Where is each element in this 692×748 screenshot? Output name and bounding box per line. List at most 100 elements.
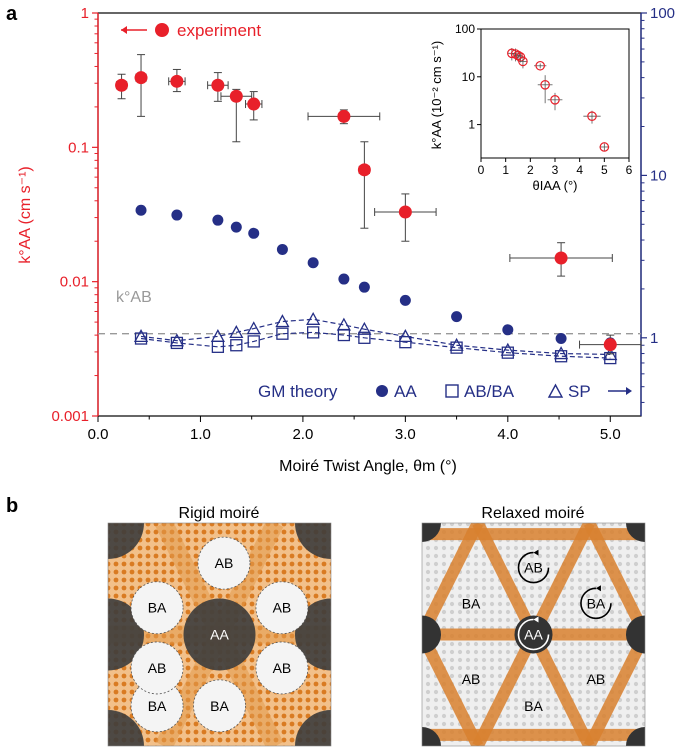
rigid-stacking-region <box>255 581 309 635</box>
rigid-label: AB <box>215 555 234 571</box>
abba-point <box>230 339 243 352</box>
y-right-tick-label: 1 <box>650 330 658 347</box>
relaxed-label: BA <box>524 698 543 714</box>
panel-b-label: b <box>6 495 18 517</box>
y-left-tick-label: 0.01 <box>60 274 89 291</box>
rigid-moire-image: AB BA AB BA AA AB AB BA <box>108 523 331 746</box>
inset-background <box>421 23 632 194</box>
inset-x-tick-label: 2 <box>527 163 534 177</box>
inset-point <box>513 50 523 61</box>
x-axis-label: Moiré Twist Angle, θm (°) <box>279 458 457 475</box>
sp-point <box>169 333 184 347</box>
aa-point <box>555 333 567 345</box>
inset-point <box>599 142 610 152</box>
relaxed-label: BA <box>462 595 481 611</box>
experiment-point <box>398 205 412 219</box>
y-axis-left-label: k°AA (cm s⁻¹) <box>17 166 34 264</box>
relaxed-label: BA <box>587 595 606 611</box>
rotation-arrowhead-icon <box>595 585 601 592</box>
aa-point <box>358 281 370 293</box>
experiment-point <box>211 78 225 92</box>
abba-point <box>247 335 260 348</box>
y-left-tick-label: 0.1 <box>68 139 89 156</box>
inset-x-tick-label: 4 <box>576 163 583 177</box>
abba-point <box>450 341 463 354</box>
inset-point <box>550 95 560 105</box>
x-tick-label: 2.0 <box>292 426 313 443</box>
inset-x-tick-label: 5 <box>601 163 608 177</box>
sp-point <box>336 317 351 331</box>
experiment-point <box>554 251 568 265</box>
x-tick-label: 1.0 <box>190 426 211 443</box>
aa-point <box>135 204 147 216</box>
inset-point <box>510 49 521 59</box>
inset-point <box>518 56 528 67</box>
legend-arrowhead-right-icon <box>626 387 632 395</box>
rigid-aa-region <box>183 598 256 671</box>
sp-point <box>500 342 515 356</box>
legend-abba-marker <box>445 384 459 398</box>
rotation-arrow-icon <box>517 551 550 584</box>
legend-abba-label: AB/BA <box>464 382 515 401</box>
inset-x-tick-label: 3 <box>552 163 559 177</box>
abba-series-line <box>140 331 611 359</box>
x-tick-label: 3.0 <box>395 426 416 443</box>
experiment-point <box>229 89 243 103</box>
rigid-label: AB <box>148 660 167 676</box>
relaxed-aa-region <box>422 523 441 542</box>
rigid-stacking-region <box>255 641 309 695</box>
experiment-point <box>115 78 129 92</box>
aa-point <box>248 227 260 239</box>
experiment-point <box>337 109 351 123</box>
experiment-point <box>357 163 371 177</box>
inset-x-label: θIAA (°) <box>533 178 578 193</box>
relaxed-label: AA <box>524 627 543 643</box>
legend-experiment-label: experiment <box>177 21 261 40</box>
legend-theory-title: GM theory <box>258 382 338 401</box>
rotation-arrowhead-icon <box>533 549 539 556</box>
sp-point <box>449 337 464 351</box>
rigid-stacking-region <box>130 581 184 635</box>
relaxed-aa-region <box>514 615 553 654</box>
relaxed-aa-region <box>422 727 441 746</box>
legend-sp-label: SP <box>568 382 591 401</box>
legend-experiment-marker <box>155 23 169 37</box>
rigid-aa-region <box>295 523 331 559</box>
aa-point <box>502 324 514 336</box>
sp-point <box>553 346 569 360</box>
inset-point <box>507 48 517 59</box>
sp-point <box>229 325 244 339</box>
inset-x-tick-label: 6 <box>626 163 633 177</box>
relaxed-band <box>583 621 645 746</box>
relaxed-band <box>583 523 645 648</box>
abba-point <box>276 327 289 340</box>
experiment-point <box>170 74 184 88</box>
aa-point <box>307 257 319 269</box>
rigid-label: BA <box>148 698 167 714</box>
panel-a-label: a <box>6 3 18 25</box>
legend-arrowhead-icon <box>121 26 127 34</box>
relaxed-aa-region <box>626 615 645 654</box>
rotation-arrow-icon <box>517 618 550 651</box>
abba-point <box>170 336 184 350</box>
rigid-stacking-region <box>193 679 246 733</box>
experiment-point <box>247 97 261 111</box>
rigid-stacking-region <box>130 641 184 695</box>
inset-y-label: k°AA (10⁻² cm s⁻¹) <box>429 41 444 150</box>
abba-point <box>358 331 371 344</box>
aa-point <box>230 221 242 233</box>
inset-y-tick-label: 10 <box>462 70 476 84</box>
rigid-aa-region <box>108 710 144 746</box>
aa-point <box>171 209 183 221</box>
relaxed-band <box>422 523 484 648</box>
x-tick-label: 0.0 <box>88 426 109 443</box>
inset-x-tick-label: 0 <box>478 163 485 177</box>
sp-point <box>246 321 261 335</box>
abba-point <box>399 336 412 349</box>
inset-point <box>587 111 597 121</box>
rigid-label: AB <box>273 660 292 676</box>
aa-point <box>212 214 224 226</box>
aa-point <box>451 311 463 323</box>
